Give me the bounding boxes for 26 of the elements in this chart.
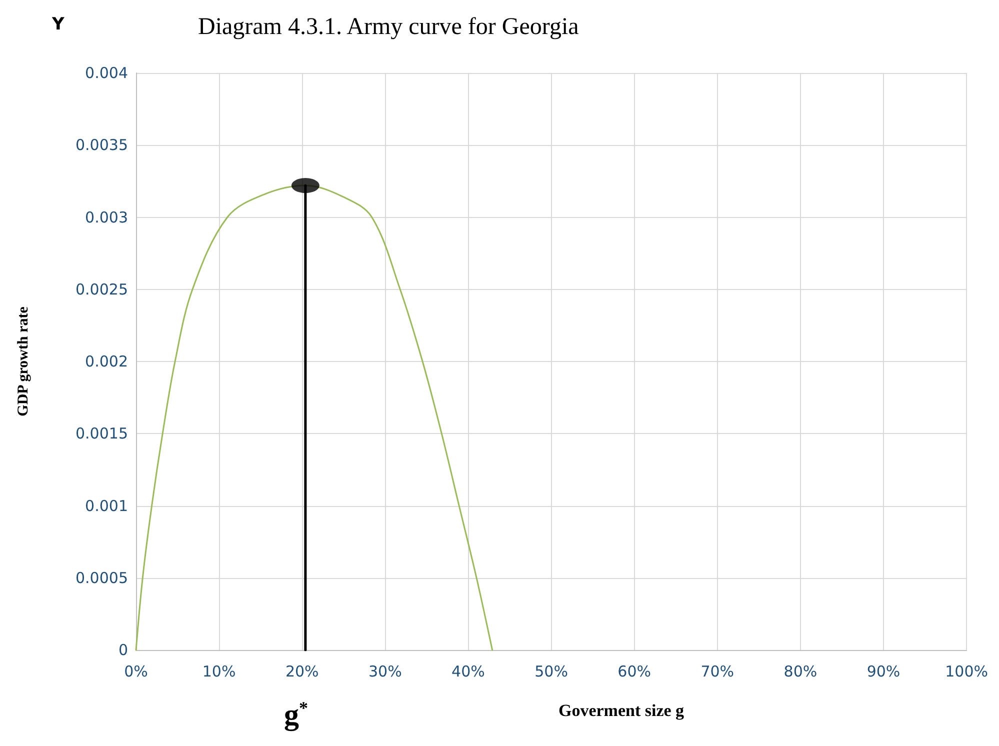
x-tick-label: 90%	[866, 662, 900, 680]
x-tick-label: 10%	[202, 662, 236, 680]
line-series	[135, 184, 494, 651]
x-tick-label: 80%	[784, 662, 818, 680]
text: Y	[51, 14, 65, 34]
x-tick-label: 0%	[124, 662, 148, 680]
y-tick-label: 0	[118, 641, 128, 659]
y-tick-label: 0.004	[85, 64, 128, 82]
x-tick-label: 60%	[618, 662, 652, 680]
x-tick-label: 100%	[945, 662, 988, 680]
y-tick-label: 0.0005	[76, 568, 128, 587]
x-tick-label: 70%	[700, 662, 734, 680]
chart-title: Diagram 4.3.1. Army curve for Georgia	[198, 14, 580, 40]
x-tick-label: 40%	[452, 662, 485, 680]
y-tick-label: 0.003	[85, 208, 128, 226]
y-tick-label: 0.0035	[76, 136, 128, 154]
y-tick-label: 0.002	[85, 352, 128, 370]
y-axis-title: GDP growth rate	[16, 306, 32, 416]
x-tick-label: 50%	[534, 662, 568, 680]
x-tick-label: 20%	[285, 662, 319, 680]
y-tick-label: 0.0025	[76, 280, 128, 298]
text: g*	[284, 698, 308, 732]
x-axis-title: Goverment size g	[558, 701, 685, 720]
y-tick-label: 0.001	[85, 496, 128, 515]
y-tick-label: 0.0015	[76, 424, 128, 443]
x-tick-label: 30%	[368, 662, 402, 680]
